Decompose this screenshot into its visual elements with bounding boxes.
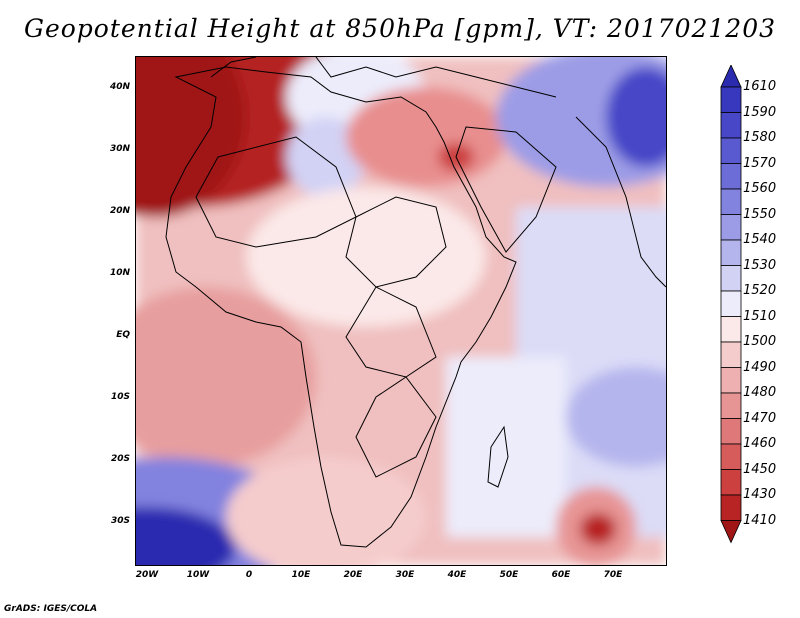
colorbar-boxes	[720, 65, 742, 544]
lon-label-20w: 20W	[135, 570, 159, 580]
lat-label-eq: EQ	[116, 330, 130, 340]
colorbar-label-1530: 1530	[743, 258, 777, 273]
lon-label-20e: 20E	[343, 570, 363, 580]
colorbar-label-1540: 1540	[743, 232, 777, 247]
colorbar-box	[720, 520, 742, 544]
colorbar-label-1480: 1480	[743, 385, 777, 400]
lat-label-20n: 20N	[109, 206, 130, 216]
colorbar-box	[720, 112, 742, 139]
colorbar-label-1550: 1550	[743, 207, 777, 222]
colorbar	[720, 65, 742, 544]
colorbar-label-1560: 1560	[743, 181, 777, 196]
colorbar-box	[720, 469, 742, 496]
lon-label-40e: 40E	[447, 570, 467, 580]
map-panel	[135, 56, 667, 566]
lat-label-30n: 30N	[109, 144, 130, 154]
madagascar-coastline	[487, 425, 509, 488]
colorbar-box	[720, 86, 742, 113]
lon-label-60e: 60E	[551, 570, 571, 580]
field-tibet-high	[606, 67, 666, 167]
lon-label-0: 0	[245, 570, 253, 580]
colorbar-box	[720, 239, 742, 266]
colorbar-label-1450: 1450	[743, 462, 777, 477]
lon-label-50e: 50E	[499, 570, 519, 580]
colorbar-box	[720, 367, 742, 394]
field-south-africa	[226, 457, 426, 565]
colorbar-box	[720, 265, 742, 292]
colorbar-box	[720, 290, 742, 317]
field-east-high	[566, 367, 666, 467]
colorbar-box	[720, 65, 742, 88]
colorbar-label-1580: 1580	[743, 130, 777, 145]
colorbar-label-1490: 1490	[743, 360, 777, 375]
colorbar-box	[720, 137, 742, 164]
colorbar-label-1460: 1460	[743, 436, 777, 451]
map-svg	[136, 57, 666, 565]
lon-label-30e: 30E	[395, 570, 415, 580]
colorbar-box	[720, 494, 742, 521]
lat-label-20s: 20S	[110, 454, 130, 464]
field-atlantic-low	[136, 287, 316, 467]
colorbar-label-1500: 1500	[743, 334, 777, 349]
lat-label-10n: 10N	[109, 268, 130, 278]
lon-label-70e: 70E	[603, 570, 623, 580]
colorbar-label-1430: 1430	[743, 487, 777, 502]
colorbar-box	[720, 341, 742, 368]
field-egypt-low	[346, 87, 506, 187]
india-coastline	[575, 116, 666, 288]
arabia-coastline	[455, 126, 557, 253]
field-ocean-low-core	[580, 513, 616, 545]
africa-coastline	[165, 66, 517, 548]
colorbar-label-1520: 1520	[743, 283, 777, 298]
lat-label-30s: 30S	[110, 516, 130, 526]
colorbar-box	[720, 316, 742, 343]
colorbar-box	[720, 443, 742, 470]
lat-label-40n: 40N	[109, 82, 130, 92]
country-borders	[195, 136, 447, 478]
europe-coastline	[210, 57, 557, 98]
colorbar-box	[720, 392, 742, 419]
lat-label-10s: 10S	[110, 392, 130, 402]
colorbar-label-1590: 1590	[743, 105, 777, 120]
field-low-core	[136, 57, 246, 217]
lon-label-10e: 10E	[291, 570, 311, 580]
height-field	[136, 57, 666, 565]
chart-title: Geopotential Height at 850hPa [gpm], VT:…	[23, 14, 777, 43]
colorbar-label-1510: 1510	[743, 309, 777, 324]
grads-credit: GrADS: IGES/COLA	[4, 604, 98, 614]
colorbar-box	[720, 188, 742, 215]
field-sahel-band	[246, 187, 486, 327]
field-south-atlantic-core	[136, 507, 236, 565]
colorbar-box	[720, 418, 742, 445]
colorbar-label-1610: 1610	[743, 79, 777, 94]
colorbar-label-1570: 1570	[743, 156, 777, 171]
lon-label-10w: 10W	[186, 570, 210, 580]
colorbar-box	[720, 214, 742, 241]
coastlines	[165, 57, 666, 548]
colorbar-box	[720, 163, 742, 190]
colorbar-label-1410: 1410	[743, 513, 777, 528]
colorbar-label-1470: 1470	[743, 411, 777, 426]
field-madagascar-channel	[446, 357, 566, 537]
